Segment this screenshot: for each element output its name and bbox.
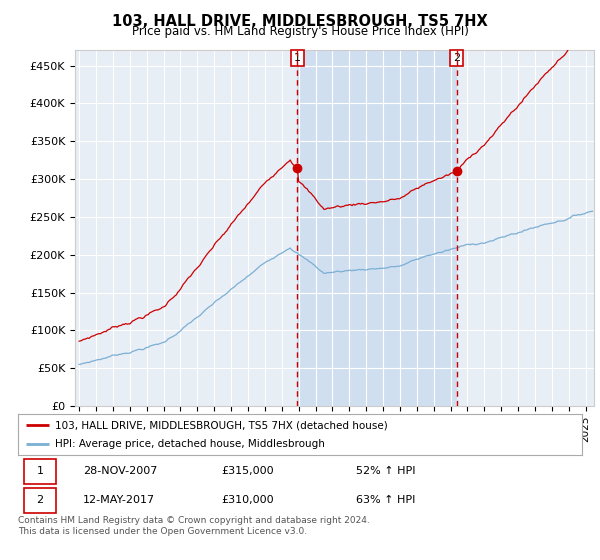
Text: HPI: Average price, detached house, Middlesbrough: HPI: Average price, detached house, Midd… — [55, 439, 325, 449]
Text: 2: 2 — [37, 496, 44, 505]
Text: 1: 1 — [294, 53, 301, 63]
Text: Price paid vs. HM Land Registry's House Price Index (HPI): Price paid vs. HM Land Registry's House … — [131, 25, 469, 38]
Text: 103, HALL DRIVE, MIDDLESBROUGH, TS5 7HX (detached house): 103, HALL DRIVE, MIDDLESBROUGH, TS5 7HX … — [55, 421, 388, 430]
FancyBboxPatch shape — [23, 459, 56, 484]
Text: 2: 2 — [453, 53, 460, 63]
Text: 52% ↑ HPI: 52% ↑ HPI — [356, 466, 416, 477]
Text: 63% ↑ HPI: 63% ↑ HPI — [356, 496, 416, 505]
Text: £310,000: £310,000 — [221, 496, 274, 505]
Text: Contains HM Land Registry data © Crown copyright and database right 2024.
This d: Contains HM Land Registry data © Crown c… — [18, 516, 370, 536]
Bar — [297, 50, 457, 406]
Text: 1: 1 — [37, 466, 43, 477]
Text: 103, HALL DRIVE, MIDDLESBROUGH, TS5 7HX: 103, HALL DRIVE, MIDDLESBROUGH, TS5 7HX — [112, 14, 488, 29]
Text: £315,000: £315,000 — [221, 466, 274, 477]
FancyBboxPatch shape — [23, 488, 56, 513]
Text: 12-MAY-2017: 12-MAY-2017 — [83, 496, 155, 505]
Text: 28-NOV-2007: 28-NOV-2007 — [83, 466, 157, 477]
